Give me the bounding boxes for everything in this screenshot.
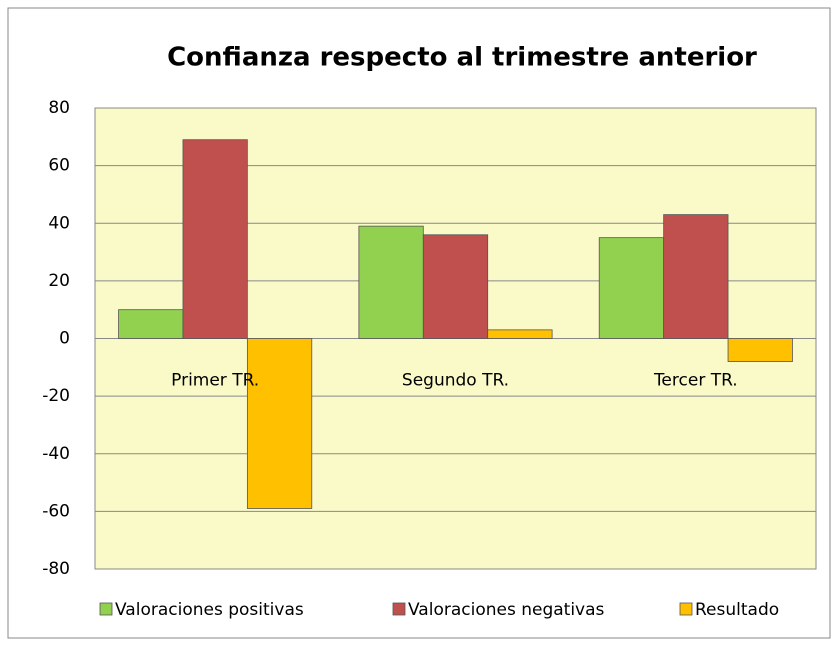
- legend-swatch: [392, 602, 406, 616]
- y-tick-label: 0: [59, 329, 70, 349]
- legend-swatch: [99, 602, 113, 616]
- y-tick-label: 40: [48, 213, 70, 233]
- y-tick-label: -80: [42, 559, 70, 579]
- bar: [487, 329, 553, 339]
- legend-label: Valoraciones negativas: [408, 600, 605, 620]
- y-tick-label: 60: [48, 156, 70, 176]
- legend-label: Resultado: [695, 600, 779, 620]
- bar: [727, 338, 793, 362]
- y-tick-label: -20: [42, 386, 70, 406]
- bar: [358, 225, 424, 339]
- legend-label: Valoraciones positivas: [115, 600, 304, 620]
- y-tick-label: 20: [48, 271, 70, 291]
- legend-swatch: [679, 602, 693, 616]
- bar: [246, 338, 313, 509]
- x-tick-label: Tercer TR.: [653, 371, 738, 391]
- bar: [182, 139, 248, 339]
- y-tick-label: -60: [42, 501, 70, 521]
- bar: [118, 309, 184, 339]
- chart-title: Confianza respecto al trimestre anterior: [167, 43, 757, 73]
- x-tick-label: Primer TR.: [171, 371, 259, 391]
- y-tick-label: 80: [48, 98, 70, 118]
- x-tick-label: Segundo TR.: [402, 371, 509, 391]
- y-tick-label: -40: [42, 444, 70, 464]
- bar: [598, 237, 665, 339]
- bar: [663, 214, 729, 339]
- bar: [422, 234, 489, 339]
